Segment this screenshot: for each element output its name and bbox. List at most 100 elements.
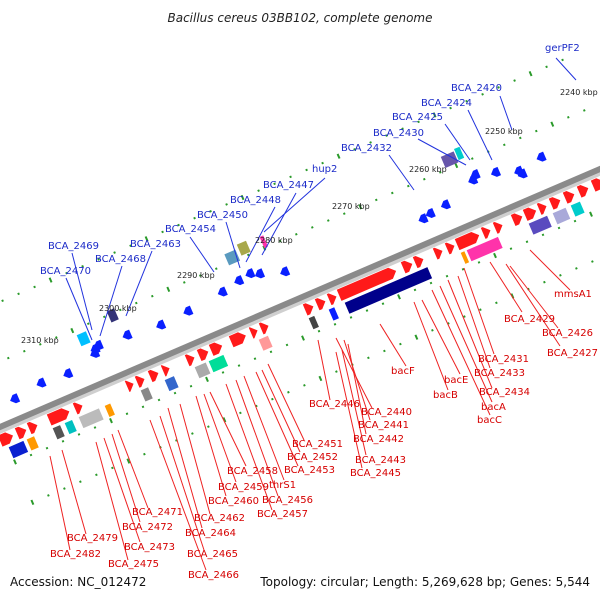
leader-line	[49, 455, 71, 551]
gene-label: BCA_2462	[194, 513, 245, 524]
reverse-arrow	[536, 151, 547, 162]
gene-glyph	[440, 151, 459, 168]
minor-tick	[221, 371, 225, 374]
major-tick	[144, 236, 149, 242]
forward-arrow	[522, 207, 537, 221]
leader-line	[225, 383, 273, 511]
gene-label: BCA_2471	[132, 507, 183, 518]
feature-box	[259, 235, 268, 249]
gene-glyph	[454, 231, 480, 251]
leader-line	[195, 395, 227, 497]
gene-glyph	[528, 215, 552, 235]
feature-box	[78, 408, 104, 429]
forward-arrow	[72, 402, 83, 415]
gene-label: BCA_2424	[421, 98, 472, 109]
minor-tick	[63, 487, 66, 490]
minor-tick	[225, 203, 228, 206]
gene-glyph	[52, 425, 65, 440]
minor-tick	[271, 397, 274, 401]
leader-line	[489, 261, 523, 313]
minor-tick	[287, 390, 290, 394]
gene-label: BCA_2470	[40, 266, 91, 277]
gene-glyph	[140, 387, 153, 402]
forward-arrow	[412, 255, 424, 269]
minor-tick	[509, 247, 513, 250]
minor-tick	[369, 141, 372, 144]
kbp-label: 2300 kbp	[99, 304, 137, 313]
minor-tick	[326, 219, 330, 222]
leader-line	[457, 275, 491, 369]
gene-glyph	[93, 339, 104, 350]
minor-tick	[1, 299, 4, 303]
gene-glyph	[517, 168, 528, 179]
gene-glyph	[254, 268, 266, 279]
minor-tick	[575, 267, 578, 270]
gene-glyph	[134, 375, 145, 388]
gene-label: BCA_2429	[504, 314, 555, 325]
minor-tick	[285, 343, 289, 347]
gene-glyph	[522, 207, 537, 221]
minor-tick	[333, 322, 337, 326]
minor-tick	[497, 86, 500, 89]
leader-line	[347, 343, 367, 435]
minor-tick	[143, 452, 146, 456]
minor-tick	[207, 425, 210, 428]
forward-arrow	[536, 203, 547, 215]
feature-box	[528, 215, 552, 235]
gene-glyph	[470, 169, 481, 180]
reverse-arrow	[36, 377, 47, 388]
minor-tick	[390, 191, 394, 195]
minor-tick	[406, 184, 410, 188]
minor-tick	[479, 308, 482, 312]
minor-tick	[385, 134, 388, 137]
gene-glyph	[248, 327, 258, 339]
minor-tick	[79, 480, 82, 484]
map-title: Bacillus cereus 03BB102, complete genome	[168, 11, 433, 25]
gene-label: bacE	[444, 375, 468, 386]
gene-label: gerPF2	[545, 43, 580, 54]
leader-line	[159, 415, 205, 551]
leader-line	[203, 393, 237, 483]
gene-glyph	[63, 368, 74, 379]
major-tick	[30, 499, 35, 506]
major-tick	[166, 286, 171, 293]
gene-label: BCA_2469	[48, 241, 99, 252]
gene-glyph	[460, 251, 470, 264]
leader-line	[447, 279, 493, 389]
feature-box	[308, 315, 319, 330]
minor-tick	[97, 258, 100, 261]
reverse-arrow	[470, 169, 481, 180]
gene-label: BCA_2441	[358, 420, 409, 431]
minor-tick	[289, 175, 292, 179]
gene-glyph	[259, 235, 268, 249]
gene-label: BCA_2472	[122, 522, 173, 533]
feature-box	[460, 251, 470, 264]
gene-label: BCA_2434	[479, 387, 530, 398]
gene-label: BCA_2448	[230, 195, 281, 206]
leader-line	[255, 371, 299, 467]
minor-tick	[349, 316, 353, 319]
minor-tick	[273, 182, 276, 186]
leader-line	[417, 138, 467, 166]
gene-label: BCA_2458	[227, 466, 278, 477]
feature-box	[106, 308, 119, 323]
minor-tick	[150, 294, 154, 298]
gene-label: BCA_2450	[197, 210, 248, 221]
gene-glyph	[194, 362, 211, 379]
reverse-arrow	[156, 319, 167, 330]
gene-glyph	[314, 298, 326, 311]
minor-tick	[417, 120, 420, 124]
forward-arrow	[0, 432, 13, 447]
gene-glyph	[480, 227, 491, 239]
minor-tick	[573, 219, 577, 223]
major-tick	[240, 194, 245, 201]
minor-tick	[513, 79, 516, 82]
reverse-arrow	[217, 286, 228, 297]
forward-arrow	[208, 342, 223, 356]
feature-box	[453, 146, 465, 161]
reverse-arrow	[490, 166, 502, 177]
feature-box	[104, 403, 115, 417]
kbp-label: 2290 kbp	[177, 271, 215, 280]
minor-tick	[111, 466, 114, 470]
forward-arrow	[444, 242, 455, 255]
